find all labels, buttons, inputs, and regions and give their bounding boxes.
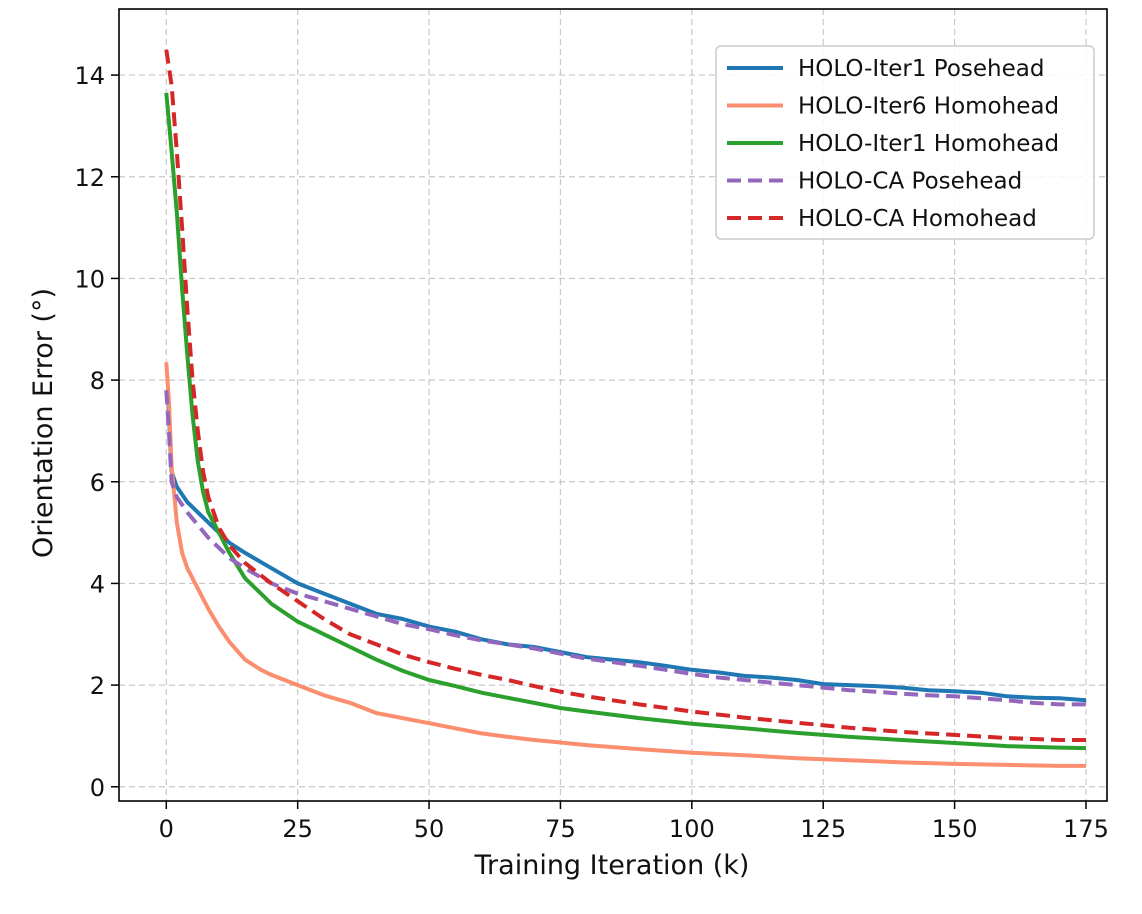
legend-label: HOLO-Iter1 Posehead: [798, 56, 1044, 82]
x-tick-label: 25: [282, 815, 313, 843]
x-axis-ticks: 0 25 50 75 100 125 150 175: [159, 801, 1109, 843]
x-tick-label: 125: [800, 815, 846, 843]
x-axis-label: Training Iteration (k): [474, 850, 750, 881]
y-tick-label: 0: [90, 774, 105, 802]
legend-label: HOLO-CA Posehead: [798, 169, 1022, 195]
x-tick-label: 75: [545, 815, 576, 843]
y-tick-label: 12: [74, 164, 105, 192]
series-lines: [164, 49, 1087, 768]
y-axis-label: Orientation Error (°): [28, 288, 59, 558]
plot-frame: [118, 8, 1108, 802]
series-line-holo-ca-posehead: [164, 390, 1086, 707]
y-tick-label: 6: [90, 469, 105, 497]
series-line-holo-iter1-posehead: [165, 390, 1087, 703]
series-line-holo-iter1-homohead: [164, 92, 1087, 751]
legend-label: HOLO-Iter1 Homohead: [798, 131, 1059, 157]
legend-label: HOLO-CA Homohead: [798, 206, 1037, 232]
series-line-holo-iter6-homohead: [164, 362, 1086, 768]
y-axis-ticks: 0 2 4 6 8 10 12 14: [74, 62, 119, 802]
x-tick-label: 100: [669, 815, 715, 843]
y-tick-label: 10: [74, 265, 105, 293]
legend-box: [715, 45, 1095, 240]
legend: HOLO-Iter1 Posehead HOLO-Iter6 Homohead HO…: [715, 45, 1095, 240]
x-tick-label: 175: [1063, 815, 1109, 843]
x-tick-label: 150: [932, 815, 978, 843]
y-tick-label: 8: [90, 367, 105, 395]
x-tick-label: 50: [414, 815, 445, 843]
x-tick-label: 0: [159, 815, 174, 843]
series-line-holo-ca-homohead: [164, 49, 1086, 742]
y-tick-label: 2: [90, 672, 105, 700]
legend-label: HOLO-Iter6 Homohead: [798, 94, 1059, 120]
y-tick-label: 4: [90, 570, 105, 598]
y-tick-label: 14: [74, 62, 105, 90]
